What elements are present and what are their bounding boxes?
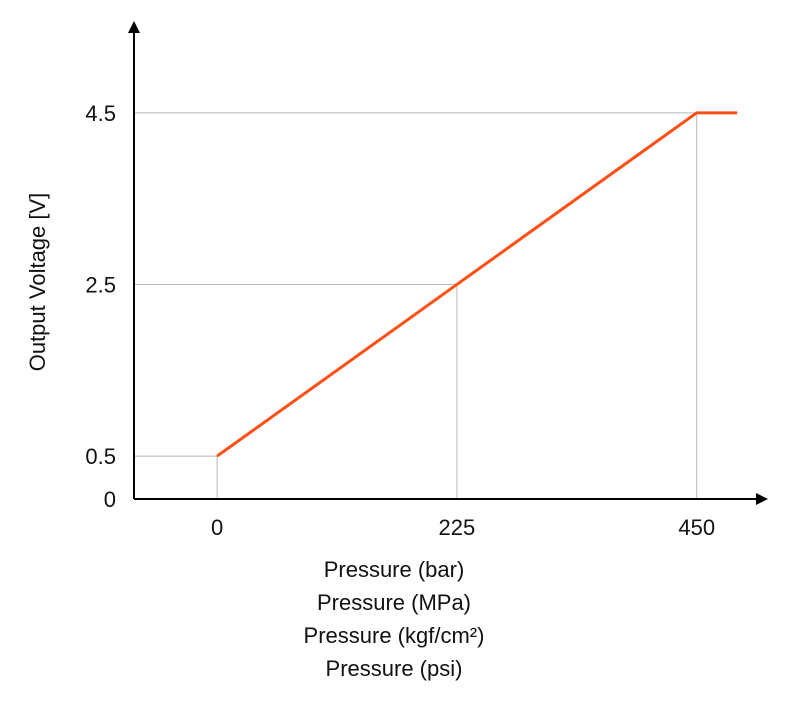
x-axis-title-mpa: Pressure (MPa) [317, 590, 471, 615]
y-tick-label: 4.5 [85, 101, 116, 126]
x-tick-label: 0 [211, 515, 223, 540]
y-tick-label: 0.5 [85, 444, 116, 469]
y-axis-title: Output Voltage [V] [25, 193, 50, 372]
series-line [216, 111, 738, 458]
y-tick-label: 0 [104, 487, 116, 512]
guide-lines [134, 112, 698, 499]
x-tick-labels: 0 225 450 [211, 515, 715, 540]
x-axis-title-bar: Pressure (bar) [324, 557, 465, 582]
series-layer [216, 111, 738, 458]
x-axis-title-kgf: Pressure (kgf/cm²) [304, 623, 485, 648]
y-tick-labels: 0 0.5 2.5 4.5 [85, 101, 116, 512]
x-tick-label: 225 [439, 515, 476, 540]
x-axis-title: Pressure (bar) Pressure (MPa) Pressure (… [304, 557, 485, 681]
x-tick-label: 450 [678, 515, 715, 540]
x-axis-title-psi: Pressure (psi) [326, 656, 463, 681]
y-tick-label: 2.5 [85, 272, 116, 297]
